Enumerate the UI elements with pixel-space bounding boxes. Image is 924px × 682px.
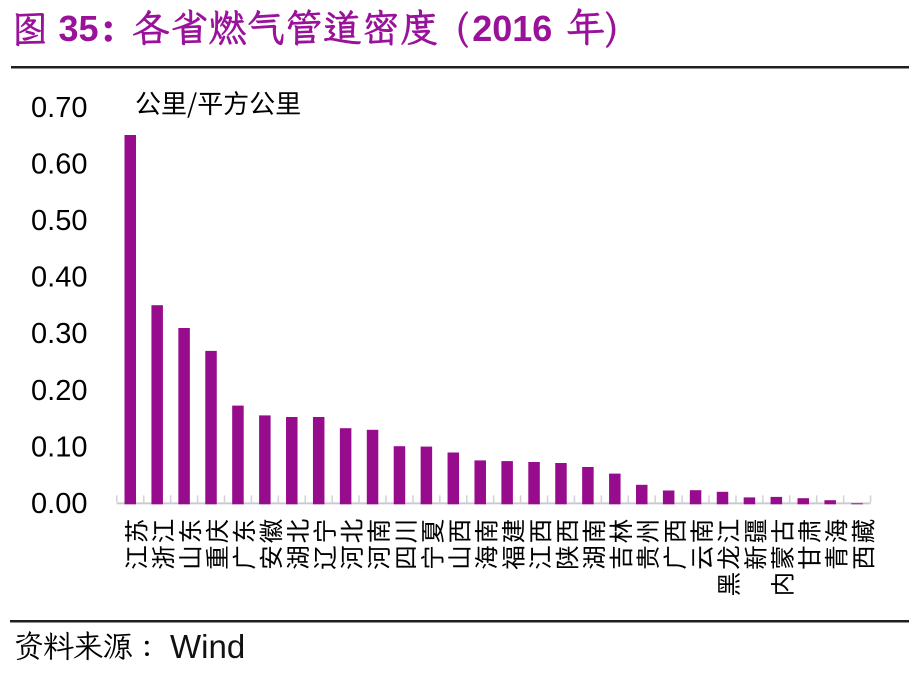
- svg-text:2016: 2016: [472, 8, 552, 49]
- svg-text:0.60: 0.60: [31, 148, 87, 180]
- svg-text:0.00: 0.00: [31, 488, 87, 520]
- svg-text:Wind: Wind: [170, 628, 245, 665]
- svg-text:0.20: 0.20: [31, 375, 87, 407]
- svg-text:35: 35: [59, 8, 99, 49]
- svg-text:0.10: 0.10: [31, 431, 87, 463]
- svg-text:0.50: 0.50: [31, 205, 87, 237]
- svg-text:0.70: 0.70: [31, 92, 87, 124]
- svg-text:0.30: 0.30: [31, 318, 87, 350]
- svg-text:0.40: 0.40: [31, 262, 87, 294]
